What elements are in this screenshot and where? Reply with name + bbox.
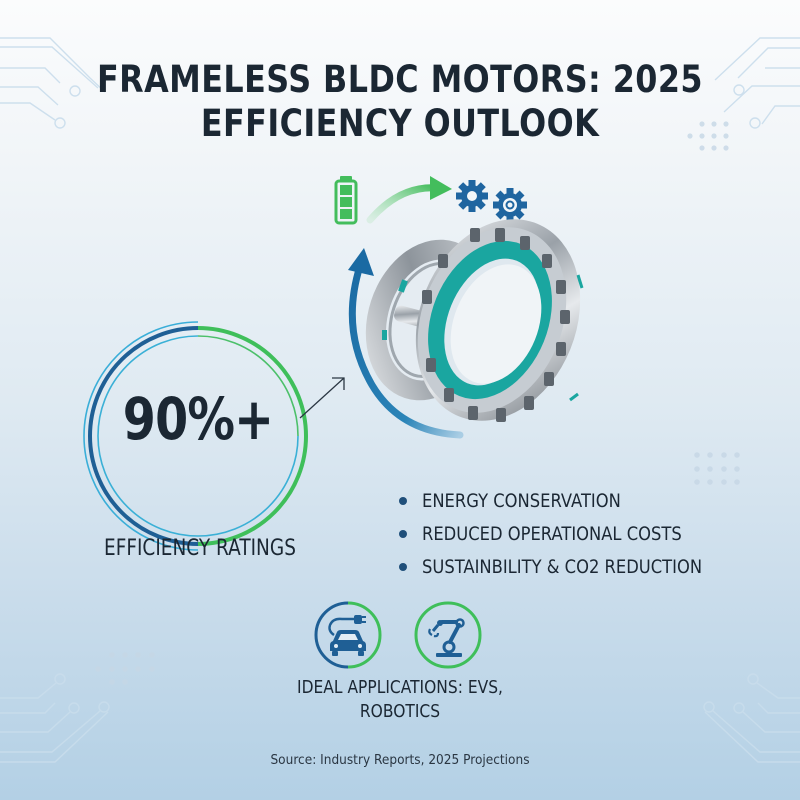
ev-car-icon bbox=[314, 601, 382, 669]
efficiency-stat-label: EFFICIENCY RATINGS bbox=[104, 536, 296, 561]
efficiency-ring-graphic bbox=[83, 321, 308, 551]
applications-label-line-1: IDEAL APPLICATIONS: EVS, bbox=[297, 677, 503, 698]
efficiency-stat-value: 90%+ bbox=[122, 385, 274, 453]
bullet-icon bbox=[399, 529, 407, 538]
robot-arm-icon bbox=[414, 601, 482, 669]
gear-icon bbox=[493, 188, 527, 222]
applications-label-line-2: ROBOTICS bbox=[359, 701, 441, 722]
bullet-icon bbox=[399, 562, 407, 571]
benefit-item: ENERGY CONSERVATION bbox=[395, 484, 748, 517]
benefit-label: ENERGY CONSERVATION bbox=[422, 489, 621, 512]
connector-arrow-icon bbox=[299, 377, 345, 419]
gear-icon bbox=[456, 180, 488, 212]
benefit-item: SUSTAINBILITY & CO2 REDUCTION bbox=[395, 550, 748, 583]
benefit-label: REDUCED OPERATIONAL COSTS bbox=[422, 522, 682, 545]
benefit-item: REDUCED OPERATIONAL COSTS bbox=[395, 517, 748, 550]
battery-icon bbox=[334, 176, 358, 225]
title-line-2: EFFICIENCY OUTLOOK bbox=[200, 102, 600, 145]
source-note: Source: Industry Reports, 2025 Projectio… bbox=[270, 752, 530, 768]
benefits-list: ENERGY CONSERVATION REDUCED OPERATIONAL … bbox=[395, 484, 748, 583]
title-line-1: FRAMELESS BLDC MOTORS: 2025 bbox=[96, 58, 704, 101]
bullet-icon bbox=[399, 496, 407, 505]
frameless-motor-illustration bbox=[365, 219, 584, 422]
benefit-label: SUSTAINBILITY & CO2 REDUCTION bbox=[422, 555, 703, 578]
motor-hero-illustration bbox=[334, 176, 584, 439]
applications-label: IDEAL APPLICATIONS: EVS, ROBOTICS bbox=[271, 676, 529, 724]
page-title: FRAMELESS BLDC MOTORS: 2025 EFFICIENCY O… bbox=[56, 58, 744, 146]
